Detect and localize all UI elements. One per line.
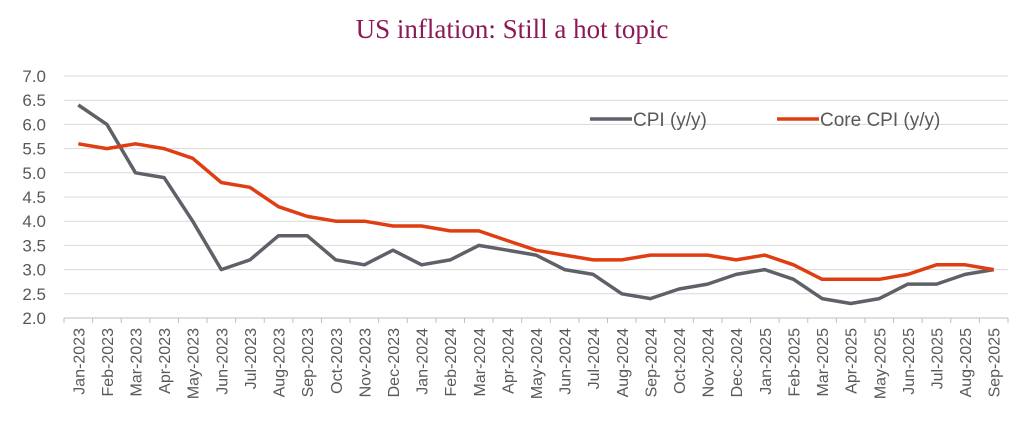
x-tick-label: Mar-2023 [129,328,146,397]
x-tick-label: Mar-2025 [815,328,832,397]
x-tick-label: Feb-2025 [786,328,803,397]
x-tick-label: Feb-2023 [100,328,117,397]
x-tick-label: Feb-2024 [443,328,460,397]
x-tick-label: May-2023 [186,328,203,399]
chart-title: US inflation: Still a hot topic [355,14,669,44]
x-tick-label: Jan-2024 [415,328,432,395]
series-line-cpi [77,103,994,306]
y-tick-label: 3.0 [22,261,46,280]
x-tick-label: Jul-2023 [243,328,260,389]
y-tick-label: 5.0 [22,164,46,183]
x-tick-label: Sep-2025 [987,328,1004,397]
y-tick-label: 3.5 [22,236,46,255]
x-tick-label: Apr-2024 [500,328,517,394]
x-tick-label: Jul-2025 [929,328,946,389]
y-tick-label: 4.0 [22,212,46,231]
x-tick-label: Mar-2024 [472,328,489,397]
x-tick-label: Oct-2023 [329,328,346,394]
y-tick-label: 2.5 [22,285,46,304]
y-tick-label: 5.5 [22,140,46,159]
x-tick-label: Aug-2025 [958,328,975,397]
x-tick-label: Jun-2024 [558,328,575,395]
x-tick-label: Jan-2023 [71,328,88,395]
y-tick-label: 6.0 [22,115,46,134]
x-tick-label: Sep-2023 [300,328,317,397]
y-tick-label: 4.5 [22,188,46,207]
x-tick-label: Jan-2025 [758,328,775,395]
legend-label: Core CPI (y/y) [820,110,940,131]
x-tick-label: Jun-2023 [214,328,231,395]
y-tick-label: 6.5 [22,91,46,110]
x-tick-label: May-2024 [529,328,546,399]
x-tick-label: Jun-2025 [901,328,918,395]
x-tick-label: Aug-2023 [272,328,289,397]
x-tick-label: Nov-2024 [701,328,718,397]
x-tick-label: Apr-2023 [157,328,174,394]
legend-label: CPI (y/y) [633,110,707,131]
x-tick-label: Dec-2023 [386,328,403,397]
x-tick-label: Sep-2024 [643,328,660,397]
x-tick-label: May-2025 [872,328,889,399]
y-tick-label: 7.0 [22,67,46,86]
x-tick-label: Jul-2024 [586,328,603,389]
x-tick-label: Dec-2024 [729,328,746,397]
x-tick-label: Apr-2025 [844,328,861,394]
y-tick-label: 2.0 [22,309,46,328]
x-tick-label: Oct-2024 [672,328,689,394]
x-tick-label: Aug-2024 [615,328,632,397]
series-line-core-cpi [78,142,994,282]
x-tick-label: Nov-2023 [357,328,374,397]
